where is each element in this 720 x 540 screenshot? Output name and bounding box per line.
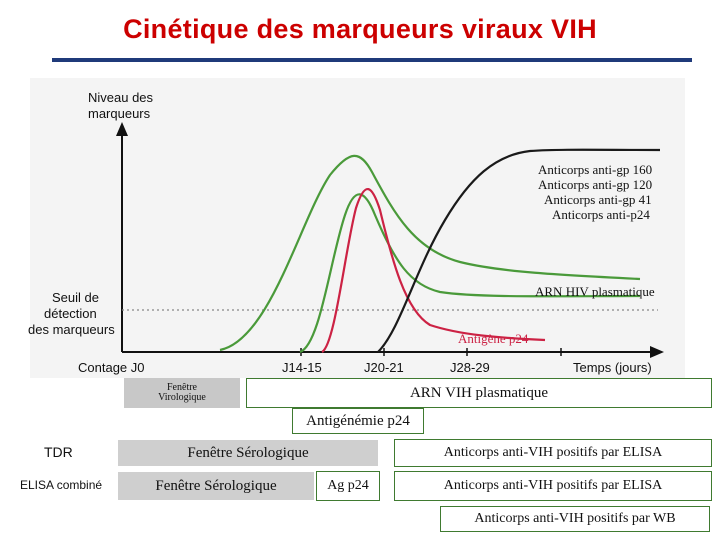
rna-window-box: ARN VIH plasmatique [246,378,712,408]
tdr-serologic-window-label: Fenêtre Sérologique [187,444,309,461]
p24-window-label: Antigénémie p24 [306,412,410,429]
virologic-window-box: Fenêtre Virologique [124,378,240,408]
antibody-curve [377,148,661,353]
elisa-ag-p24-box: Ag p24 [316,471,380,501]
virologic-window-label-1: Fenêtre [167,382,197,393]
tdr-serologic-window: Fenêtre Sérologique [118,440,378,466]
threshold-label-2: détection [44,306,97,321]
antibody-label-p24: Anticorps anti-p24 [552,207,650,222]
antibody-label-gp120: Anticorps anti-gp 120 [538,177,652,192]
threshold-label-3: des marqueurs [28,322,115,337]
tdr-row-label: TDR [44,444,73,460]
rna-curve-outer [219,154,641,352]
elisa-serologic-window: Fenêtre Sérologique [118,472,314,500]
rna-curve-inner [299,193,641,354]
antibody-label-gp41: Anticorps anti-gp 41 [544,192,652,207]
p24-curve [321,187,546,353]
page-title: Cinétique des marqueurs viraux VIH [123,14,597,44]
x-tick-label-j20: J20-21 [364,360,404,375]
x-axis-label: Temps (jours) [573,360,652,375]
tdr-result-box: Anticorps anti-VIH positifs par ELISA [394,439,712,467]
virologic-window-label-2: Virologique [158,392,206,403]
y-axis-label-1: Niveau des [88,90,154,105]
antibody-label-gp160: Anticorps anti-gp 160 [538,162,652,177]
p24-window-box: Antigénémie p24 [292,408,424,434]
elisa-row-label: ELISA combiné [20,478,103,492]
elisa-ag-p24-label: Ag p24 [327,478,369,493]
title-underline [52,58,692,62]
tdr-result-label: Anticorps anti-VIH positifs par ELISA [443,445,663,460]
wb-result-label: Anticorps anti-VIH positifs par WB [474,511,676,526]
elisa-result-label: Anticorps anti-VIH positifs par ELISA [443,478,663,493]
wb-result-box: Anticorps anti-VIH positifs par WB [440,506,710,532]
threshold-label-1: Seuil de [52,290,99,305]
x-tick-label-j0: Contage J0 [78,360,145,375]
diagram-background [30,78,685,378]
elisa-serologic-window-label: Fenêtre Sérologique [155,477,277,494]
elisa-result-box: Anticorps anti-VIH positifs par ELISA [394,471,712,501]
y-axis-label-2: marqueurs [88,106,151,121]
x-axis-arrow [650,346,664,358]
x-tick-label-j14: J14-15 [282,360,322,375]
rna-curve-label: ARN HIV plasmatique [535,284,655,299]
y-axis-arrow [116,122,128,136]
rna-window-label: ARN VIH plasmatique [409,384,549,401]
p24-curve-label: Antigène p24 [458,331,529,346]
x-tick-label-j28: J28-29 [450,360,490,375]
